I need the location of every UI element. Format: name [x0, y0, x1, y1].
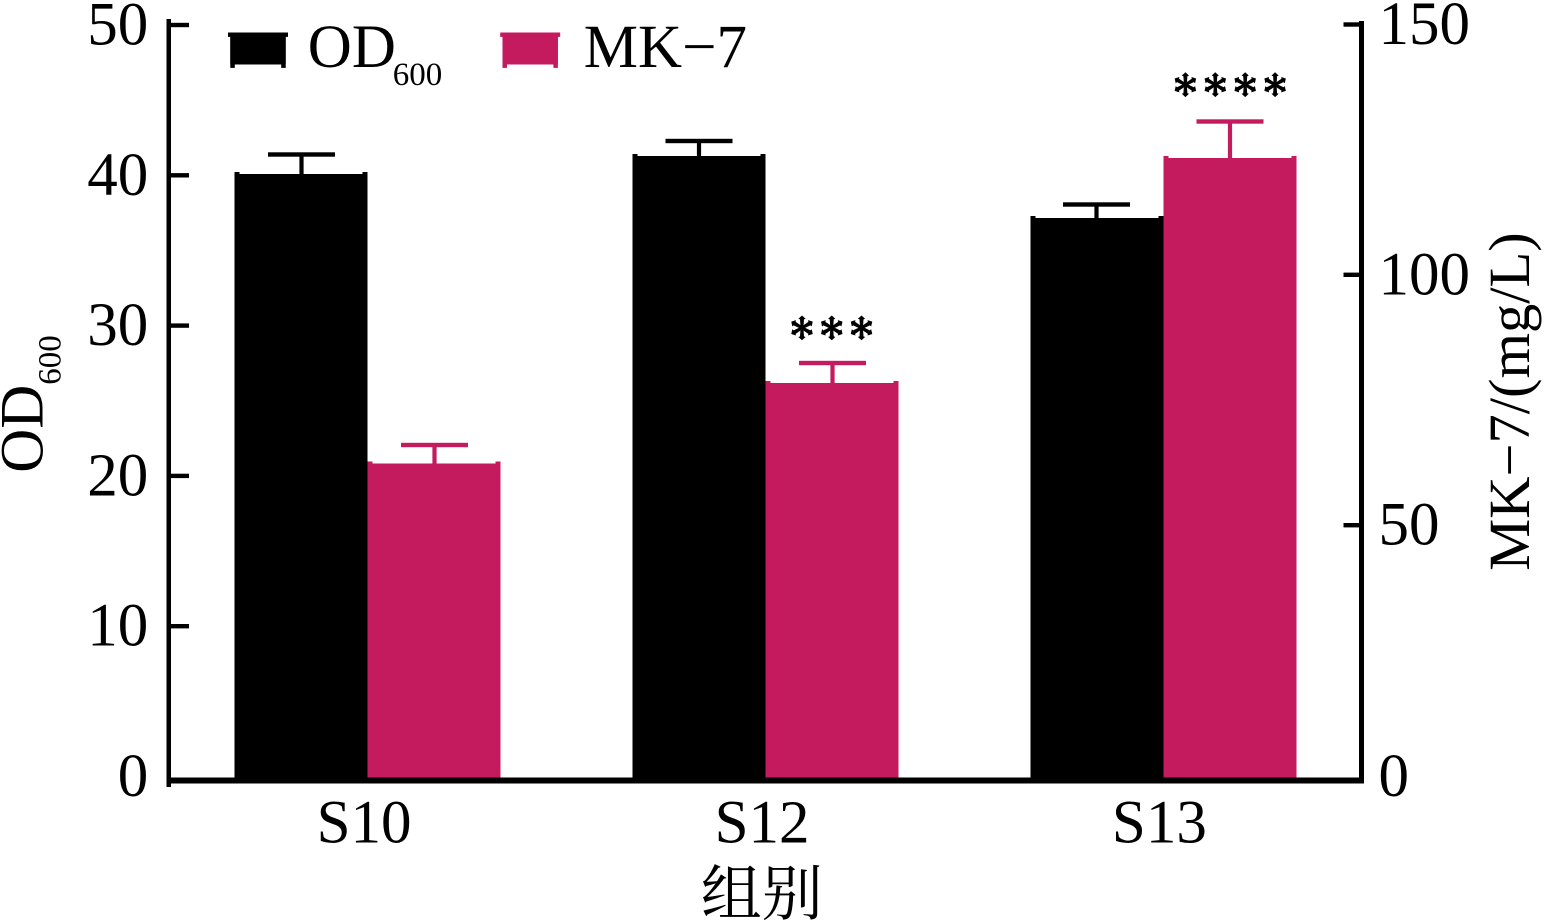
svg-text:40: 40	[87, 142, 148, 209]
svg-text:0: 0	[1379, 743, 1410, 810]
svg-text:S12: S12	[715, 790, 810, 857]
svg-text:50: 50	[1379, 492, 1440, 559]
svg-text:0: 0	[118, 743, 149, 810]
svg-text:OD600: OD600	[0, 335, 68, 473]
svg-text:150: 150	[1379, 0, 1471, 58]
svg-text:OD: OD	[308, 14, 396, 81]
svg-text:100: 100	[1379, 241, 1471, 308]
svg-text:20: 20	[87, 443, 148, 510]
svg-text:10: 10	[87, 593, 148, 660]
svg-text:50: 50	[87, 0, 148, 59]
svg-text:600: 600	[393, 57, 443, 93]
svg-text:MK−7/(mg/L): MK−7/(mg/L)	[1477, 232, 1542, 570]
svg-text:S13: S13	[1112, 790, 1207, 857]
svg-text:S10: S10	[317, 790, 412, 857]
svg-text:MK−7: MK−7	[584, 14, 747, 81]
svg-text:30: 30	[87, 292, 148, 359]
